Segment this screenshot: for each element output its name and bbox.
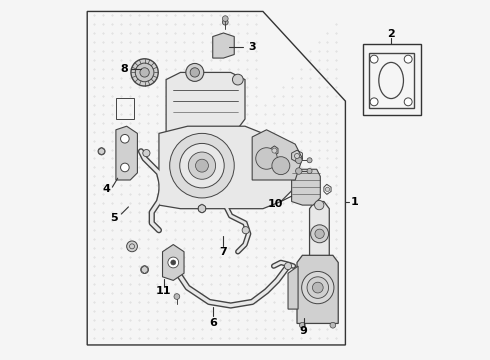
Circle shape (242, 226, 249, 234)
Circle shape (186, 63, 204, 81)
Circle shape (168, 257, 179, 268)
Circle shape (222, 16, 228, 22)
Circle shape (307, 168, 312, 174)
Circle shape (188, 152, 216, 179)
Text: 6: 6 (209, 319, 217, 328)
Text: 7: 7 (220, 247, 227, 257)
Polygon shape (297, 255, 338, 323)
Circle shape (325, 187, 330, 192)
Polygon shape (292, 169, 320, 205)
Circle shape (404, 55, 412, 63)
Text: 4: 4 (103, 184, 111, 194)
Text: 8: 8 (120, 64, 128, 74)
Polygon shape (288, 266, 298, 309)
Circle shape (370, 98, 378, 106)
Circle shape (190, 68, 199, 77)
Circle shape (180, 143, 224, 188)
Text: 1: 1 (350, 197, 358, 207)
Circle shape (299, 322, 305, 328)
Circle shape (313, 282, 323, 293)
Circle shape (307, 158, 312, 163)
Circle shape (121, 163, 129, 172)
Polygon shape (310, 202, 329, 273)
Circle shape (295, 157, 302, 163)
Circle shape (311, 225, 329, 243)
Polygon shape (116, 126, 137, 180)
Text: 11: 11 (155, 286, 171, 296)
Circle shape (272, 148, 277, 153)
Circle shape (121, 134, 129, 143)
Text: 10: 10 (268, 199, 283, 210)
Polygon shape (166, 72, 245, 137)
Circle shape (98, 148, 105, 155)
Circle shape (307, 277, 329, 298)
Circle shape (141, 266, 148, 274)
Text: 2: 2 (388, 30, 395, 39)
Circle shape (294, 153, 299, 158)
Circle shape (196, 159, 208, 172)
Circle shape (171, 260, 176, 265)
Circle shape (315, 229, 324, 238)
Circle shape (370, 55, 378, 63)
Circle shape (330, 322, 336, 328)
Circle shape (135, 63, 154, 82)
Circle shape (285, 262, 292, 270)
Polygon shape (213, 33, 234, 58)
Polygon shape (159, 126, 299, 209)
Circle shape (256, 148, 277, 169)
Circle shape (126, 241, 137, 252)
Circle shape (404, 98, 412, 106)
Circle shape (302, 271, 334, 304)
Polygon shape (252, 130, 302, 180)
Circle shape (272, 157, 290, 175)
Circle shape (140, 68, 149, 77)
Circle shape (295, 168, 302, 174)
Text: 9: 9 (299, 326, 307, 336)
Circle shape (222, 19, 228, 25)
Polygon shape (163, 244, 184, 280)
Circle shape (232, 74, 243, 85)
Circle shape (198, 205, 206, 213)
Circle shape (315, 201, 324, 210)
Text: 5: 5 (110, 213, 118, 222)
Circle shape (131, 59, 158, 86)
Circle shape (143, 149, 150, 157)
Circle shape (170, 134, 234, 198)
Circle shape (174, 294, 180, 300)
Text: 3: 3 (248, 42, 256, 52)
